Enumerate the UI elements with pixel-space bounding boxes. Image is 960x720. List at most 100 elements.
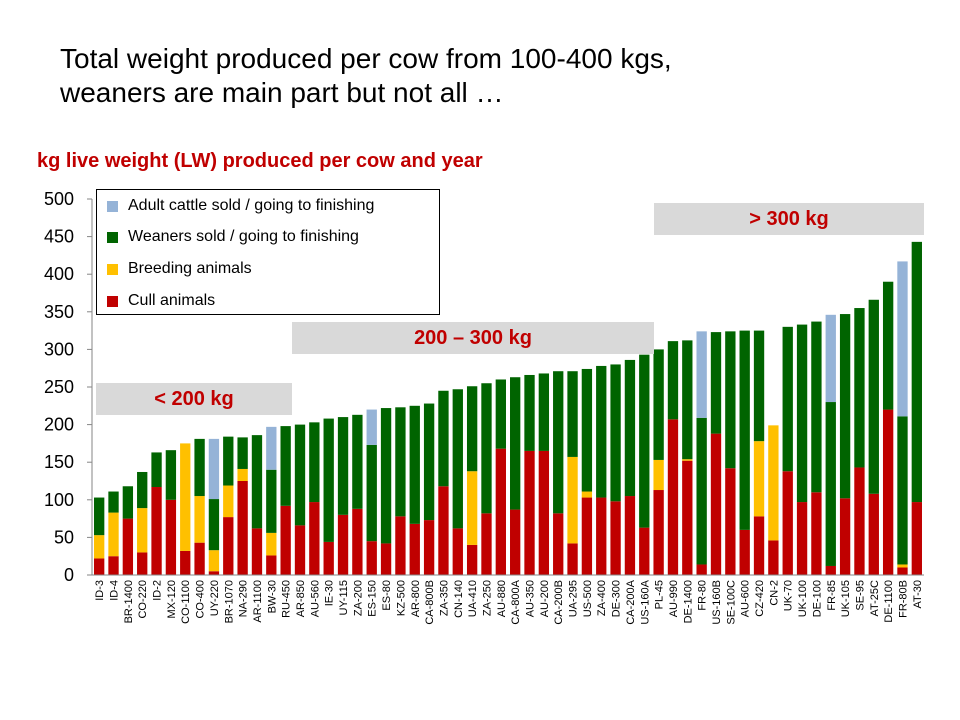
x-tick-label-CZ-420: CZ-420 — [754, 580, 766, 617]
x-tick-label-CN-2: CN-2 — [768, 580, 780, 606]
bar-segment-UA-295-2 — [567, 371, 578, 457]
x-tick-label-UY-115: UY-115 — [338, 580, 350, 615]
bar-segment-AT-30-2 — [911, 241, 922, 503]
bar-segment-ZA-400-0 — [596, 497, 607, 575]
bar-segment-SE-95-2 — [854, 308, 865, 468]
bar-segment-UK-105-2 — [839, 314, 851, 499]
bar-segment-FR-80-0 — [696, 564, 707, 575]
x-tick-label-ID-4: ID-4 — [109, 580, 121, 601]
bar-segment-US-500-1 — [581, 491, 593, 498]
bar-segment-US-160B-2 — [710, 332, 722, 434]
bar-segment-BR-1400-2 — [122, 486, 134, 519]
bar-segment-AU-350-2 — [524, 374, 535, 451]
legend-label-adult-cattle: Adult cattle sold / going to finishing — [128, 197, 375, 214]
bar-segment-CO-400-0 — [194, 542, 205, 575]
bar-segment-ZA-350-2 — [438, 390, 449, 487]
bar-segment-AR-850-2 — [294, 424, 306, 526]
x-tick-label-DE-1400: DE-1400 — [682, 580, 694, 623]
bar-segment-AU-880-0 — [495, 448, 506, 575]
bar-segment-CZ-420-1 — [753, 441, 765, 517]
bar-segment-IE-30-2 — [323, 418, 334, 542]
bar-segment-DE-100-2 — [811, 321, 822, 493]
bar-segment-ID-3-2 — [94, 497, 105, 536]
range-label-200-300: 200 – 300 kg — [292, 322, 654, 354]
bar-segment-ID-3-0 — [94, 558, 105, 575]
bar-segment-CO-220-2 — [137, 471, 148, 509]
bar-segment-ES-80-2 — [380, 408, 392, 544]
x-tick-label-AU-200: AU-200 — [539, 580, 551, 617]
bar-segment-CA-800B-0 — [423, 520, 435, 575]
bar-segment-NA-290-1 — [237, 468, 248, 481]
x-tick-label-AU-600: AU-600 — [740, 580, 752, 617]
bar-segment-UA-295-1 — [567, 456, 578, 544]
bar-segment-ZA-250-2 — [481, 383, 492, 514]
bar-segment-AU-880-2 — [495, 379, 506, 449]
bar-segment-BR-1070-0 — [223, 517, 234, 575]
bar-segment-ZA-200-2 — [352, 414, 363, 509]
x-tick-label-DE-1100: DE-1100 — [883, 580, 895, 623]
bar-segment-FR-85-2 — [825, 402, 836, 566]
bar-segment-BW-30-3 — [266, 426, 277, 470]
bar-segment-NA-290-0 — [237, 481, 248, 575]
bar-segment-DE-1100-2 — [882, 281, 894, 410]
bar-segment-FR-80-3 — [696, 331, 707, 418]
bar-segment-ES-150-3 — [366, 409, 377, 445]
bar-segment-CO-400-1 — [194, 496, 205, 543]
y-tick-label-100: 100 — [44, 490, 74, 510]
bar-segment-UA-410-0 — [466, 544, 478, 575]
bar-segment-CA-800A-0 — [510, 509, 521, 575]
legend-label-breeding: Breeding animals — [128, 260, 252, 277]
x-tick-label-UA-410: UA-410 — [467, 580, 479, 617]
bar-segment-BW-30-0 — [266, 555, 277, 575]
bar-segment-CA-200B-0 — [553, 513, 564, 575]
bar-segment-CO-1100-0 — [180, 550, 191, 575]
bar-segment-ES-80-0 — [380, 543, 392, 575]
x-tick-label-US-160A: US-160A — [639, 579, 651, 624]
bar-segment-CZ-420-2 — [753, 330, 765, 442]
bar-segment-AU-600-2 — [739, 330, 750, 530]
x-tick-label-US-160B: US-160B — [711, 580, 723, 625]
range-label-over-300-text: > 300 kg — [749, 207, 829, 230]
bar-segment-CO-400-2 — [194, 438, 205, 497]
bar-segment-ID-4-2 — [108, 491, 119, 513]
x-tick-label-PL-45: PL-45 — [654, 580, 666, 609]
bar-segment-AU-200-2 — [538, 373, 550, 451]
bar-segment-IE-30-0 — [323, 541, 334, 575]
bar-segment-AT-30-0 — [911, 502, 922, 575]
chart-legend: Adult cattle sold / going to finishing W… — [96, 189, 440, 315]
bar-segment-DE-1400-1 — [682, 459, 693, 461]
bar-segment-UK-105-0 — [839, 498, 851, 575]
y-tick-label-150: 150 — [44, 452, 74, 472]
x-tick-label-ID-3: ID-3 — [94, 580, 106, 601]
x-tick-label-BR-1070: BR-1070 — [223, 580, 235, 623]
bar-segment-AU-990-0 — [667, 419, 679, 575]
bar-segment-US-160A-2 — [639, 354, 650, 528]
x-tick-label-CO-400: CO-400 — [195, 580, 207, 619]
range-label-200-300-text: 200 – 300 kg — [414, 326, 532, 349]
x-tick-label-ID-2: ID-2 — [152, 580, 164, 601]
bar-segment-UY-115-2 — [337, 417, 349, 515]
y-tick-label-200: 200 — [44, 415, 74, 435]
bar-segment-BR-1070-2 — [223, 436, 234, 486]
bar-segment-ES-150-2 — [366, 444, 377, 542]
bar-segment-FR-80B-2 — [897, 416, 908, 565]
x-tick-label-ZA-400: ZA-400 — [596, 580, 608, 616]
chart-title: kg live weight (LW) produced per cow and… — [37, 150, 483, 172]
bar-segment-SE-100C-0 — [725, 468, 736, 575]
y-tick-label-500: 500 — [44, 189, 74, 209]
bar-segment-UY-220-2 — [208, 499, 220, 551]
x-tick-label-AR-850: AR-850 — [295, 580, 307, 617]
bar-segment-CO-220-1 — [137, 508, 148, 553]
x-tick-label-CN-140: CN-140 — [453, 580, 465, 618]
bar-segment-DE-1400-0 — [682, 460, 693, 575]
x-tick-label-RU-450: RU-450 — [281, 580, 293, 618]
bar-segment-NA-290-2 — [237, 437, 248, 469]
bar-segment-DE-1100-0 — [882, 409, 894, 575]
x-tick-label-ES-80: ES-80 — [381, 580, 393, 611]
x-tick-label-AU-560: AU-560 — [309, 580, 321, 617]
y-tick-label-250: 250 — [44, 377, 74, 397]
bar-segment-RU-450-2 — [280, 426, 291, 506]
bar-segment-US-160A-0 — [639, 527, 650, 575]
bar-segment-UA-295-0 — [567, 543, 578, 575]
bar-segment-DE-300-2 — [610, 364, 621, 502]
